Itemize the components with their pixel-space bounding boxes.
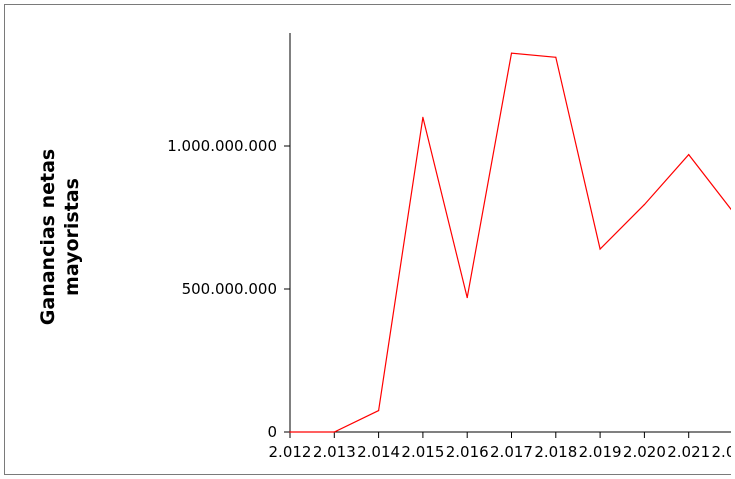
y-axis-title-line-1: Ganancias netas	[37, 149, 59, 325]
data-point-0-5	[510, 52, 513, 54]
data-point-0-8	[643, 204, 646, 206]
x-tick-label-9: 2.021	[667, 443, 710, 461]
data-point-0-7	[599, 248, 601, 250]
line-chart: Ganancias netas mayoristas 0 500.000.000 1…	[37, 33, 731, 461]
y-tick-label-0: 0	[267, 423, 277, 441]
data-point-0-2	[378, 409, 380, 412]
plot-area	[289, 52, 731, 433]
x-tick-label-3: 2.015	[401, 443, 444, 461]
data-point-0-1	[333, 431, 335, 433]
series-line-0	[290, 52, 731, 433]
y-tick-label-2: 1.000.000.000	[167, 137, 277, 155]
y-axis: 0 500.000.000 1.000.000.000	[167, 33, 291, 441]
x-tick-label-0: 2.012	[269, 443, 312, 461]
y-tick-label-1: 500.000.000	[182, 280, 277, 298]
x-tick-label-5: 2.017	[490, 443, 533, 461]
x-tick-label-2: 2.014	[357, 443, 400, 461]
x-tick-label-6: 2.018	[534, 443, 577, 461]
data-point-0-9	[688, 153, 690, 156]
x-axis: 2.012 2.013 2.014 2.015 2.016 2.017 2.018 2.019…	[269, 431, 731, 461]
data-point-0-3	[422, 116, 424, 118]
data-point-0-0	[289, 431, 291, 433]
y-axis-title-line-2: mayoristas	[61, 178, 83, 296]
x-tick-label-1: 2.013	[313, 443, 356, 461]
data-point-0-6	[555, 56, 557, 58]
chart-frame: Ganancias netas mayoristas 0 500.000.000 1…	[4, 4, 731, 475]
x-tick-label-8: 2.020	[623, 443, 666, 461]
y-axis-title: Ganancias netas mayoristas	[37, 149, 83, 325]
data-point-0-4	[466, 296, 468, 299]
x-tick-label-10: 2.022	[712, 443, 731, 461]
x-tick-label-7: 2.019	[579, 443, 622, 461]
x-tick-label-4: 2.016	[446, 443, 489, 461]
